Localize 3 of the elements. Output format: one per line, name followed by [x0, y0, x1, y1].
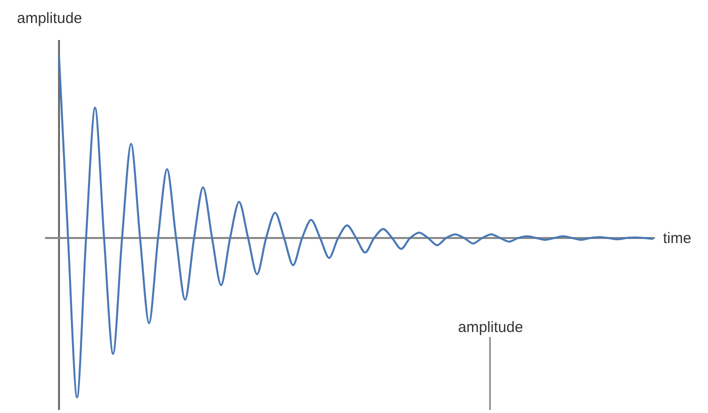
- x-axis-title: time: [663, 230, 692, 247]
- annotation: amplitude: [458, 319, 524, 336]
- y-axis-title: amplitude: [17, 10, 82, 27]
